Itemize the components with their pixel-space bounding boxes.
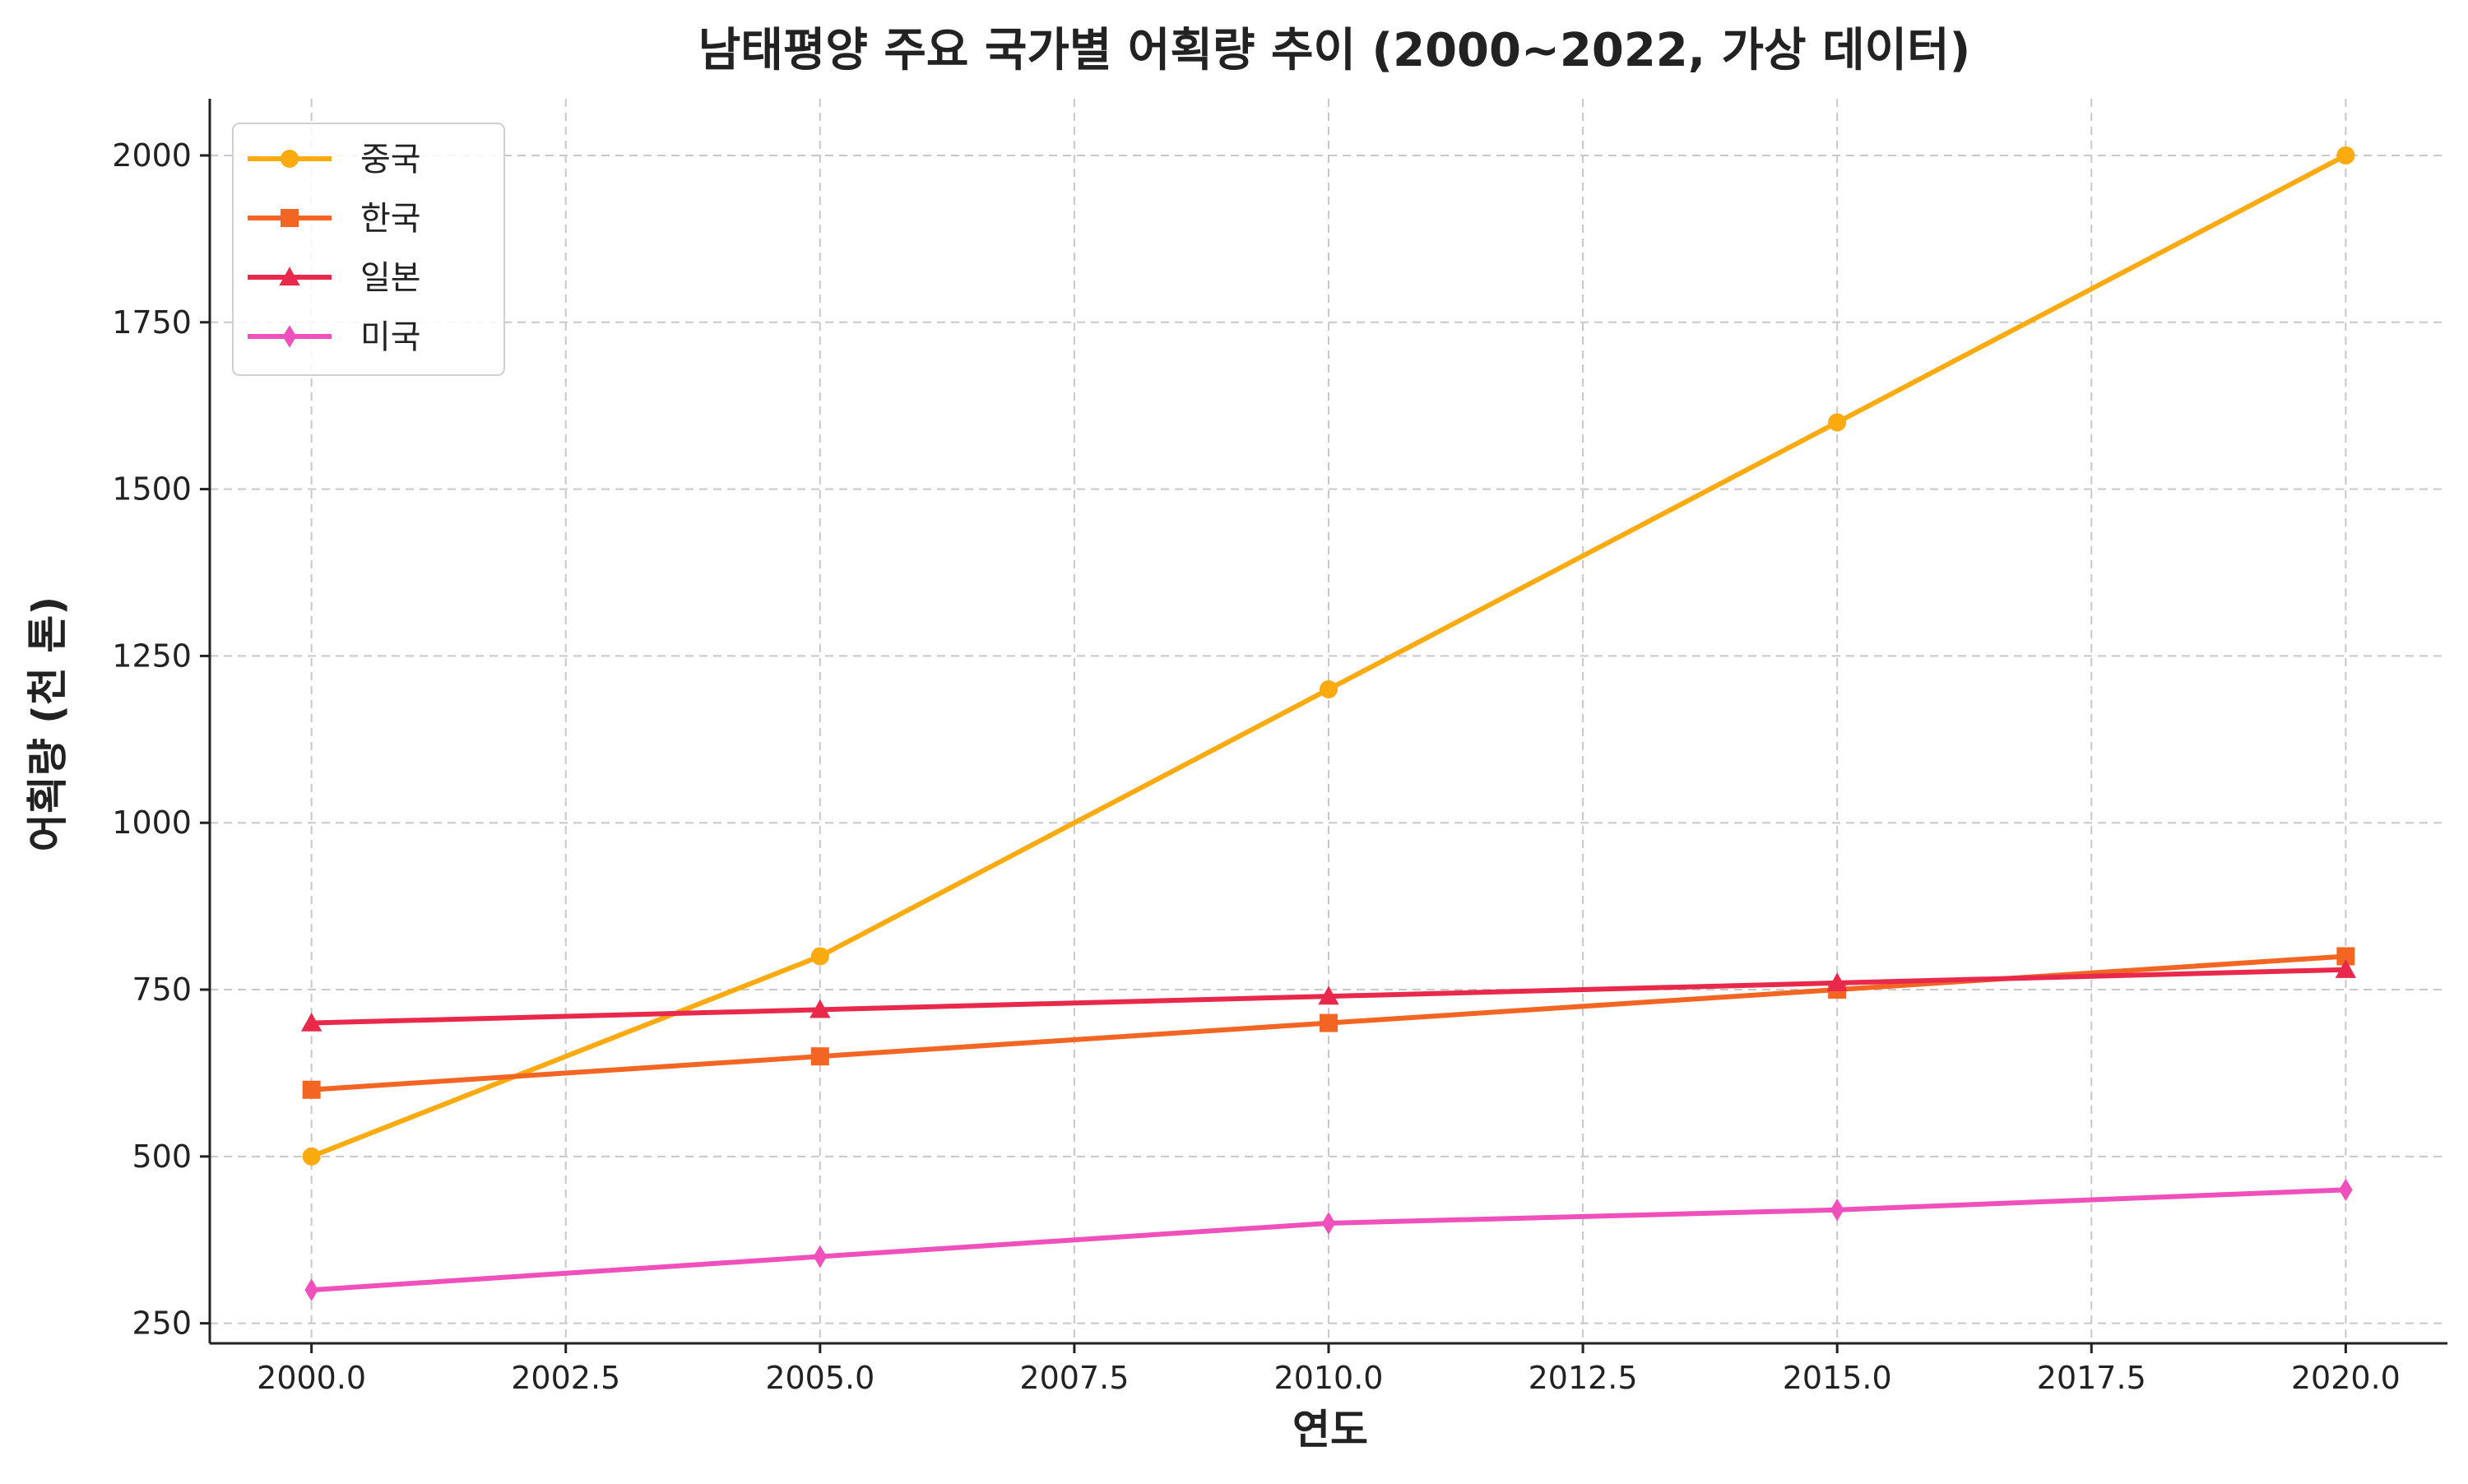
grid bbox=[210, 99, 2447, 1343]
series-미국 bbox=[304, 1178, 2353, 1301]
y-tick-label: 1250 bbox=[112, 638, 192, 674]
data-point bbox=[2336, 146, 2355, 165]
y-tick-label: 2000 bbox=[112, 137, 192, 174]
legend-box bbox=[232, 123, 505, 376]
data-point bbox=[302, 1080, 321, 1099]
data-point bbox=[1321, 1212, 1336, 1235]
data-point bbox=[1828, 413, 1847, 432]
y-tick-label: 500 bbox=[132, 1139, 192, 1175]
data-point bbox=[2335, 959, 2357, 978]
data-point bbox=[810, 947, 829, 966]
x-tick-label: 2000.0 bbox=[257, 1360, 366, 1396]
y-tick-label: 1500 bbox=[112, 471, 192, 508]
data-point bbox=[1318, 985, 1339, 1005]
legend-label: 미국 bbox=[360, 318, 421, 356]
series-lines bbox=[300, 146, 2357, 1301]
data-point bbox=[1826, 972, 1848, 992]
data-point bbox=[1830, 1198, 1844, 1222]
legend-item: 한국 bbox=[248, 200, 421, 238]
x-tick-label: 2012.5 bbox=[1529, 1360, 1638, 1396]
x-tick-label: 2015.0 bbox=[1783, 1360, 1892, 1396]
x-tick-label: 2002.5 bbox=[511, 1360, 620, 1396]
x-tick-label: 2017.5 bbox=[2037, 1360, 2146, 1396]
legend-label: 중국 bbox=[360, 141, 421, 179]
y-tick-label: 1000 bbox=[112, 805, 192, 841]
data-point bbox=[813, 1245, 828, 1268]
series-중국 bbox=[302, 146, 2355, 1166]
x-tick-label: 2020.0 bbox=[2291, 1360, 2401, 1396]
data-point bbox=[1320, 679, 1338, 698]
y-axis-label: 어획량 (천 톤) bbox=[24, 596, 72, 852]
legend-marker bbox=[279, 267, 300, 286]
y-tick-label: 250 bbox=[132, 1305, 192, 1342]
legend-label: 한국 bbox=[360, 200, 421, 238]
axes: 2000.0 2002.5 2005.0 2007.5 2010.0 2012.5 2015… bbox=[112, 99, 2447, 1396]
data-point bbox=[1320, 1013, 1338, 1032]
data-point bbox=[300, 1012, 322, 1032]
legend-marker bbox=[281, 150, 299, 168]
data-point bbox=[2336, 947, 2355, 966]
y-tick-label: 750 bbox=[132, 972, 192, 1008]
x-tick-label: 2005.0 bbox=[765, 1360, 874, 1396]
legend-label: 일본 bbox=[360, 259, 421, 297]
x-axis-label: 연도 bbox=[1292, 1406, 1368, 1454]
y-tick-label: 1750 bbox=[112, 304, 192, 341]
x-tick-label: 2007.5 bbox=[1019, 1360, 1129, 1396]
x-tick-label: 2010.0 bbox=[1274, 1360, 1384, 1396]
data-point bbox=[810, 999, 831, 1018]
data-point bbox=[2339, 1178, 2353, 1202]
series-일본 bbox=[300, 959, 2357, 1032]
data-point bbox=[304, 1278, 318, 1301]
legend-marker bbox=[281, 209, 299, 227]
legend-item: 일본 bbox=[248, 259, 421, 297]
legend-item: 중국 bbox=[248, 141, 421, 179]
data-point bbox=[810, 1047, 829, 1066]
legend-marker bbox=[282, 325, 297, 348]
data-point bbox=[302, 1147, 321, 1166]
legend-item: 미국 bbox=[248, 318, 421, 356]
chart-title: 남태평양 주요 국가별 어획량 추이 (2000~2022, 가상 데이터) bbox=[698, 24, 1970, 77]
